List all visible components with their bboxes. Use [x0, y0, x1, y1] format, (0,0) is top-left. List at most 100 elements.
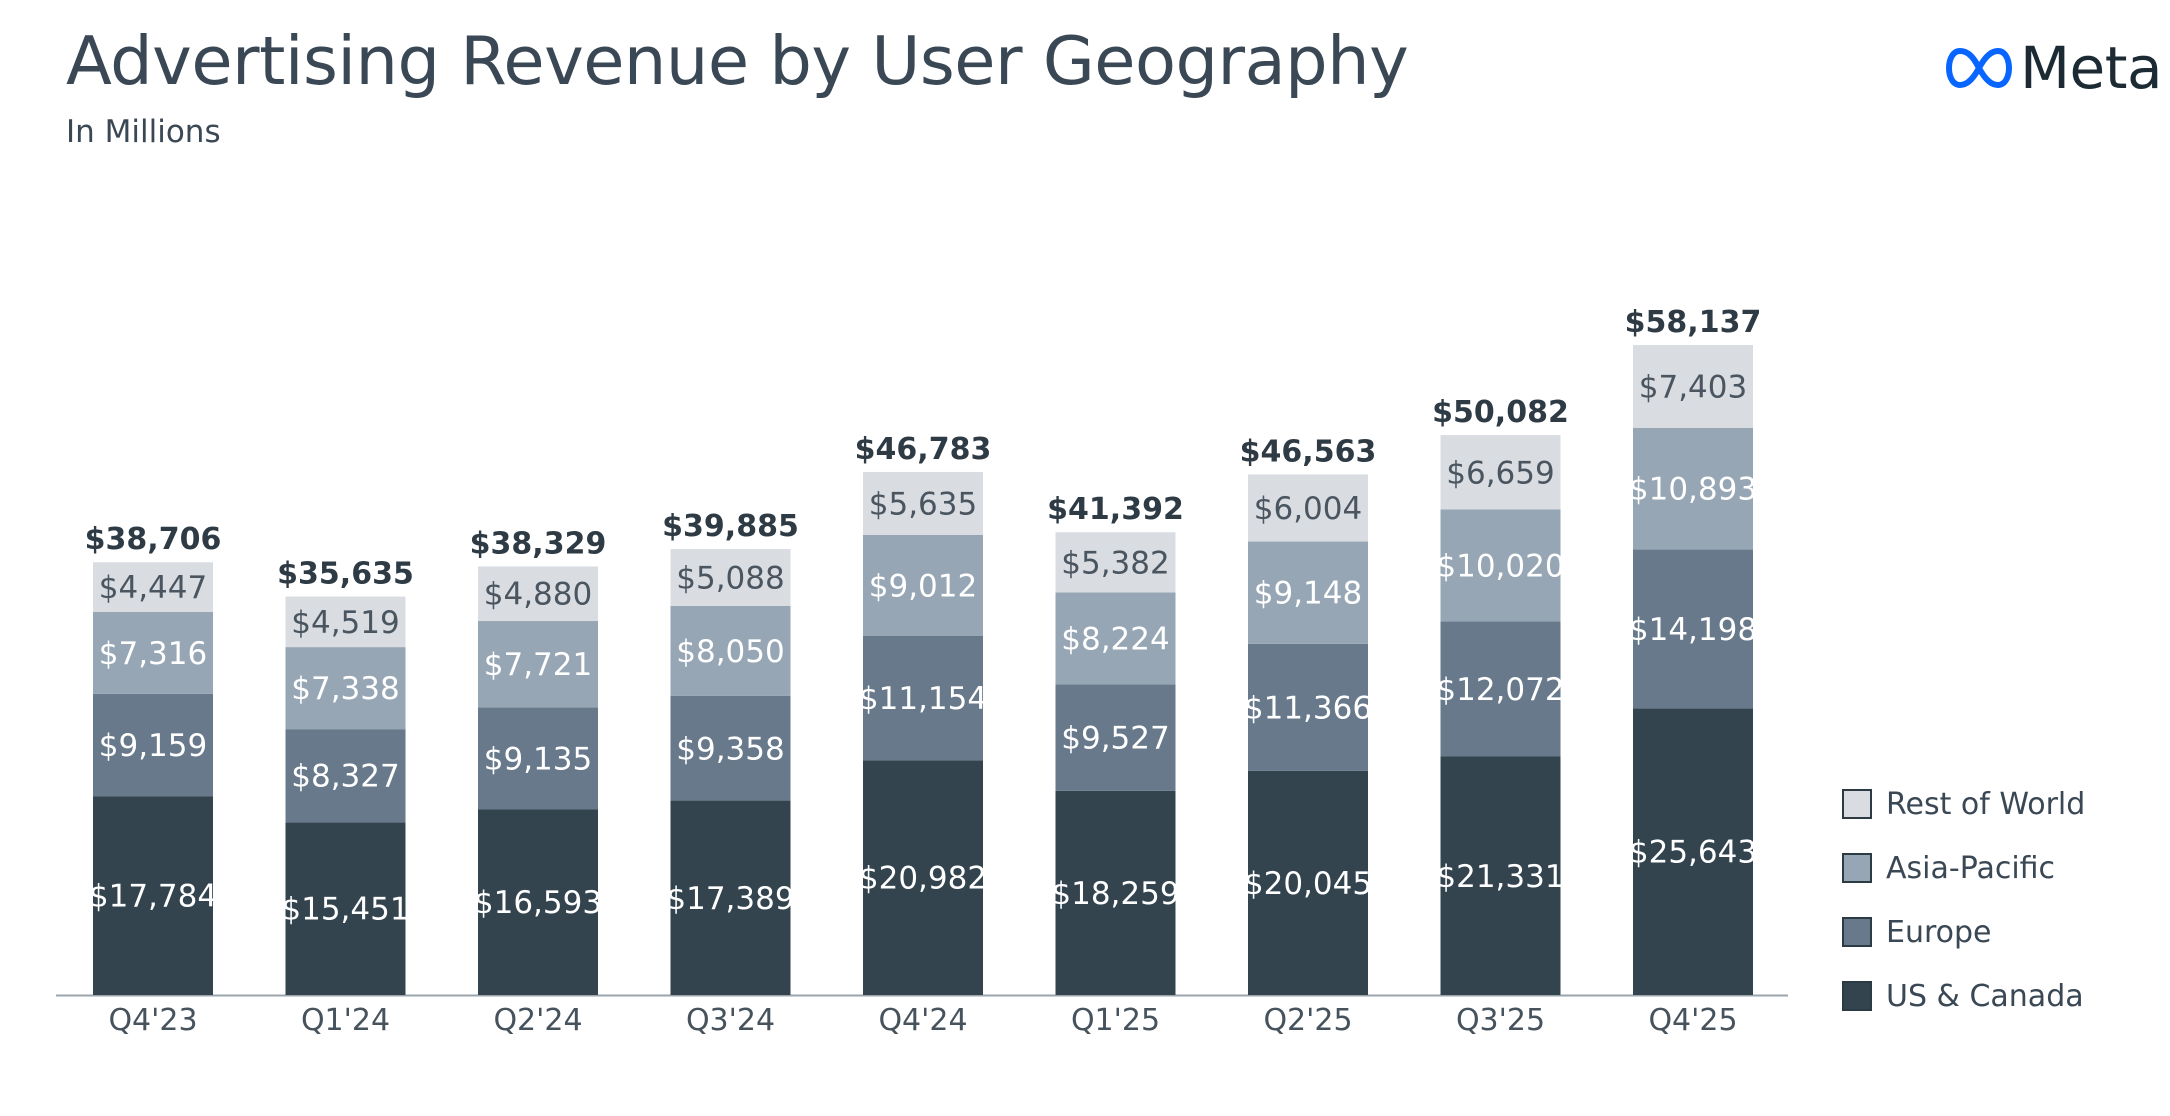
bar-segment-asia-pacific-q2-24: [478, 621, 598, 708]
legend-swatch-us-canada: [1842, 981, 1872, 1011]
bar-segment-asia-pacific-q1-25: [1055, 592, 1176, 685]
data-label-us-canada-q2-24: $16,593: [474, 885, 602, 921]
legend-swatch-asia-pacific: [1842, 853, 1872, 883]
data-label-asia-pacific-q3-24: $8,050: [676, 634, 784, 670]
total-label-q4-25: $58,137: [1625, 305, 1762, 340]
total-label-q1-25: $41,392: [1047, 492, 1184, 527]
data-label-europe-q2-24: $9,135: [484, 741, 592, 777]
chart-title: Advertising Revenue by User Geography: [66, 22, 1409, 100]
bar-segment-rest-of-world-q3-25: [1440, 435, 1561, 510]
legend-label-asia-pacific: Asia-Pacific: [1886, 850, 2056, 886]
bar-segment-europe-q4-24: [863, 635, 983, 761]
bar-segment-europe-q4-23: [93, 693, 213, 797]
data-label-rest-of-world-q4-25: $7,403: [1639, 369, 1747, 405]
data-label-rest-of-world-q3-24: $5,088: [676, 561, 784, 597]
legend-item-asia-pacific: Asia-Pacific: [1842, 836, 2085, 900]
legend-label-europe: Europe: [1886, 914, 1992, 950]
data-label-rest-of-world-q4-23: $4,447: [99, 570, 207, 606]
bar-segment-rest-of-world-q2-25: [1248, 474, 1368, 542]
data-label-rest-of-world-q2-25: $6,004: [1254, 491, 1362, 527]
legend-item-rest-of-world: Rest of World: [1842, 772, 2085, 836]
bar-segment-us-canada-q1-25: [1055, 790, 1176, 995]
bar-segment-rest-of-world-q3-24: [670, 549, 791, 606]
data-label-asia-pacific-q2-25: $9,148: [1254, 576, 1362, 612]
bar-segment-asia-pacific-q4-23: [93, 611, 213, 694]
x-tick-label-q2-25: Q2'25: [1263, 1003, 1352, 1038]
bar-segment-europe-q3-25: [1440, 621, 1561, 757]
legend-swatch-europe: [1842, 917, 1872, 947]
x-tick-label-q3-25: Q3'25: [1456, 1003, 1545, 1038]
bar-segment-rest-of-world-q2-24: [478, 566, 598, 622]
x-tick-label-q3-24: Q3'24: [686, 1003, 775, 1038]
data-label-rest-of-world-q2-24: $4,880: [484, 577, 592, 613]
bar-segment-rest-of-world-q1-24: [285, 596, 406, 648]
bar-segment-europe-q1-25: [1055, 684, 1176, 791]
bar-segment-us-canada-q4-24: [863, 760, 983, 995]
data-label-rest-of-world-q3-25: $6,659: [1446, 455, 1554, 491]
data-label-us-canada-q4-25: $25,643: [1629, 835, 1757, 871]
bar-segment-asia-pacific-q1-24: [285, 647, 406, 730]
bar-segment-us-canada-q4-23: [93, 796, 213, 995]
data-label-europe-q1-25: $9,527: [1061, 721, 1169, 757]
data-label-us-canada-q4-24: $20,982: [859, 861, 987, 897]
data-label-us-canada-q2-25: $20,045: [1244, 866, 1372, 902]
data-label-europe-q4-25: $14,198: [1629, 612, 1757, 648]
legend-swatch-rest-of-world: [1842, 789, 1872, 819]
data-label-us-canada-q3-25: $21,331: [1436, 859, 1564, 895]
legend-item-europe: Europe: [1842, 900, 2085, 964]
bar-segment-rest-of-world-q4-23: [93, 562, 213, 612]
total-label-q4-24: $46,783: [855, 432, 992, 467]
data-label-europe-q1-24: $8,327: [291, 759, 399, 795]
legend-item-us-canada: US & Canada: [1842, 964, 2085, 1028]
data-label-rest-of-world-q4-24: $5,635: [869, 486, 977, 522]
total-label-q4-23: $38,706: [85, 522, 222, 557]
bar-segment-europe-q2-25: [1248, 643, 1368, 771]
data-label-rest-of-world-q1-24: $4,519: [291, 605, 399, 641]
data-label-europe-q4-23: $9,159: [99, 728, 207, 764]
bar-segment-europe-q4-25: [1633, 549, 1753, 709]
total-label-q3-25: $50,082: [1432, 395, 1569, 430]
data-label-rest-of-world-q1-25: $5,382: [1061, 545, 1169, 581]
bar-segment-rest-of-world-q4-25: [1633, 345, 1753, 428]
bar-segment-asia-pacific-q4-24: [863, 534, 983, 636]
x-tick-label-q2-24: Q2'24: [493, 1003, 582, 1038]
data-label-europe-q3-25: $12,072: [1436, 672, 1564, 708]
x-tick-label-q1-25: Q1'25: [1071, 1003, 1160, 1038]
bar-segment-us-canada-q4-25: [1633, 708, 1753, 995]
bar-segment-europe-q3-24: [670, 695, 791, 801]
data-label-europe-q2-25: $11,366: [1244, 690, 1372, 726]
data-label-asia-pacific-q4-24: $9,012: [869, 568, 977, 604]
chart-subtitle: In Millions: [66, 114, 221, 150]
data-label-us-canada-q3-24: $17,389: [666, 881, 794, 917]
data-label-us-canada-q1-24: $15,451: [281, 892, 409, 928]
data-label-asia-pacific-q4-25: $10,893: [1629, 472, 1757, 508]
bar-segment-asia-pacific-q2-25: [1248, 541, 1368, 644]
bar-segment-us-canada-q1-24: [285, 822, 406, 995]
meta-infinity-icon: [1946, 48, 2012, 88]
bar-segment-europe-q1-24: [285, 729, 406, 823]
data-label-asia-pacific-q1-24: $7,338: [291, 671, 399, 707]
total-label-q3-24: $39,885: [662, 509, 799, 544]
data-label-asia-pacific-q4-23: $7,316: [99, 636, 207, 672]
bar-segment-us-canada-q3-25: [1440, 756, 1561, 995]
total-label-q2-24: $38,329: [470, 526, 607, 561]
total-label-q1-24: $35,635: [277, 557, 414, 592]
bar-segment-asia-pacific-q3-24: [670, 605, 791, 696]
data-label-europe-q4-24: $11,154: [859, 681, 987, 717]
x-tick-label-q4-23: Q4'23: [108, 1003, 197, 1038]
meta-wordmark: Meta: [2020, 34, 2163, 102]
legend-label-rest-of-world: Rest of World: [1886, 786, 2086, 822]
data-label-europe-q3-24: $9,358: [676, 731, 784, 767]
bar-segment-us-canada-q2-24: [478, 809, 598, 995]
bar-segment-rest-of-world-q4-24: [863, 471, 983, 535]
bar-segment-us-canada-q2-25: [1248, 770, 1368, 995]
bar-segment-asia-pacific-q3-25: [1440, 509, 1561, 622]
bar-segment-europe-q2-24: [478, 707, 598, 810]
x-tick-label-q1-24: Q1'24: [301, 1003, 390, 1038]
legend-label-us-canada: US & Canada: [1886, 978, 2084, 1014]
bar-segment-us-canada-q3-24: [670, 800, 791, 995]
bar-segment-rest-of-world-q1-25: [1055, 532, 1176, 593]
data-label-us-canada-q4-23: $17,784: [89, 879, 217, 915]
x-tick-label-q4-24: Q4'24: [878, 1003, 967, 1038]
